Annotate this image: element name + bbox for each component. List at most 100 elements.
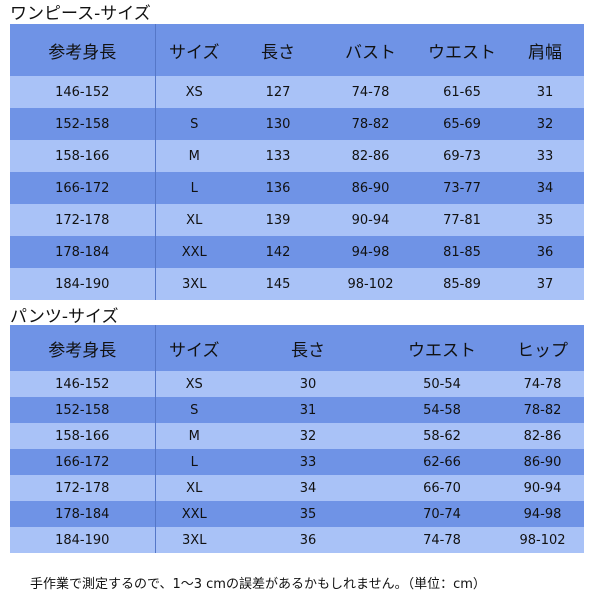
cell-length: 130 (265, 116, 291, 132)
cell-hip: 98-102 (519, 532, 566, 548)
cell-shoulder: 37 (536, 276, 554, 292)
dress-header-length: 長さ (261, 42, 295, 63)
cell-length: 34 (299, 480, 317, 496)
cell-shoulder: 35 (536, 212, 554, 228)
cell-height: 146-152 (10, 371, 156, 397)
cell-length: 142 (265, 244, 291, 260)
cell-size: M (188, 148, 200, 164)
cell-shoulder: 32 (536, 116, 554, 132)
cell-shoulder: 36 (536, 244, 554, 260)
cell-bust: 82-86 (351, 148, 390, 164)
dress-header-waist: ウエスト (428, 42, 496, 63)
table-row: 166-172 L 33 62-66 86-90 (10, 449, 584, 475)
cell-waist: 61-65 (443, 84, 481, 100)
table-row: 172-178 XL 34 66-70 90-94 (10, 475, 584, 501)
table-row: 152-158 S 31 54-58 78-82 (10, 397, 584, 423)
dress-header-row: 参考身長 サイズ 長さ バスト ウエスト 肩幅 (10, 24, 584, 76)
table-row: 172-178 XL 139 90-94 77-81 35 (10, 204, 584, 236)
cell-hip: 86-90 (523, 454, 562, 470)
cell-size: XL (186, 212, 203, 228)
cell-height: 178-184 (10, 236, 156, 268)
cell-height: 184-190 (10, 268, 156, 300)
table-row: 158-166 M 133 82-86 69-73 33 (10, 140, 584, 172)
cell-waist: 69-73 (443, 148, 481, 164)
dress-header-size: サイズ (169, 42, 220, 63)
cell-size: S (190, 402, 199, 418)
cell-height: 184-190 (10, 527, 156, 553)
cell-hip: 94-98 (523, 506, 562, 522)
cell-waist: 77-81 (443, 212, 481, 228)
cell-height: 178-184 (10, 501, 156, 527)
table-row: 166-172 L 136 86-90 73-77 34 (10, 172, 584, 204)
cell-hip: 78-82 (523, 402, 562, 418)
cell-waist: 50-54 (423, 376, 461, 392)
dress-size-table: 参考身長 サイズ 長さ バスト ウエスト 肩幅 146-152 XS 127 7… (10, 24, 584, 300)
cell-size: XL (186, 480, 203, 496)
cell-bust: 78-82 (351, 116, 390, 132)
cell-height: 146-152 (10, 76, 156, 108)
cell-shoulder: 31 (536, 84, 554, 100)
table-row: 178-184 XXL 35 70-74 94-98 (10, 501, 584, 527)
cell-length: 35 (299, 506, 317, 522)
cell-length: 145 (265, 276, 291, 292)
cell-length: 31 (299, 402, 317, 418)
cell-size: S (190, 116, 199, 132)
cell-length: 136 (265, 180, 291, 196)
table-row: 152-158 S 130 78-82 65-69 32 (10, 108, 584, 140)
cell-length: 32 (299, 428, 317, 444)
pants-header-length: 長さ (291, 340, 325, 361)
pants-header-waist: ウエスト (408, 340, 476, 361)
cell-waist: 81-85 (443, 244, 481, 260)
cell-height: 166-172 (10, 172, 156, 204)
cell-size: 3XL (182, 276, 207, 292)
cell-height: 158-166 (10, 140, 156, 172)
cell-waist: 66-70 (423, 480, 461, 496)
cell-waist: 54-58 (423, 402, 461, 418)
cell-shoulder: 33 (536, 148, 554, 164)
pants-header-size: サイズ (169, 340, 220, 361)
cell-shoulder: 34 (536, 180, 554, 196)
cell-length: 139 (265, 212, 291, 228)
cell-height: 152-158 (10, 397, 156, 423)
cell-waist: 74-78 (423, 532, 461, 548)
cell-size: M (188, 428, 200, 444)
cell-bust: 98-102 (347, 276, 394, 292)
dress-header-height: 参考身長 (10, 24, 156, 76)
cell-size: XS (185, 84, 203, 100)
cell-hip: 90-94 (523, 480, 562, 496)
table-row: 184-190 3XL 145 98-102 85-89 37 (10, 268, 584, 300)
cell-hip: 74-78 (523, 376, 562, 392)
pants-size-table: 参考身長 サイズ 長さ ウエスト ヒップ 146-152 XS 30 50-54… (10, 325, 585, 553)
cell-hip: 82-86 (523, 428, 562, 444)
cell-waist: 62-66 (423, 454, 461, 470)
cell-size: XXL (181, 506, 207, 522)
table-row: 146-152 XS 127 74-78 61-65 31 (10, 76, 584, 108)
cell-bust: 94-98 (351, 244, 390, 260)
cell-height: 152-158 (10, 108, 156, 140)
cell-size: L (190, 180, 198, 196)
cell-length: 133 (265, 148, 291, 164)
pants-size-title: パンツ-サイズ (10, 307, 119, 327)
cell-height: 172-178 (10, 204, 156, 236)
cell-size: XXL (181, 244, 207, 260)
measurement-note: 手作業で測定するので、1～3 cmの誤差があるかもしれません。（単位：cm） (30, 577, 486, 592)
cell-height: 172-178 (10, 475, 156, 501)
cell-waist: 58-62 (423, 428, 461, 444)
cell-length: 36 (299, 532, 317, 548)
cell-waist: 70-74 (423, 506, 461, 522)
cell-waist: 73-77 (443, 180, 481, 196)
cell-waist: 65-69 (443, 116, 481, 132)
table-row: 146-152 XS 30 50-54 74-78 (10, 371, 584, 397)
cell-height: 158-166 (10, 423, 156, 449)
cell-bust: 86-90 (351, 180, 390, 196)
cell-size: 3XL (182, 532, 207, 548)
cell-size: L (190, 454, 198, 470)
cell-length: 127 (265, 84, 291, 100)
cell-length: 30 (299, 376, 317, 392)
cell-length: 33 (299, 454, 317, 470)
cell-size: XS (185, 376, 203, 392)
table-row: 184-190 3XL 36 74-78 98-102 (10, 527, 584, 553)
pants-header-row: 参考身長 サイズ 長さ ウエスト ヒップ (10, 325, 584, 371)
dress-header-bust: バスト (345, 42, 396, 63)
pants-header-height: 参考身長 (10, 325, 156, 371)
